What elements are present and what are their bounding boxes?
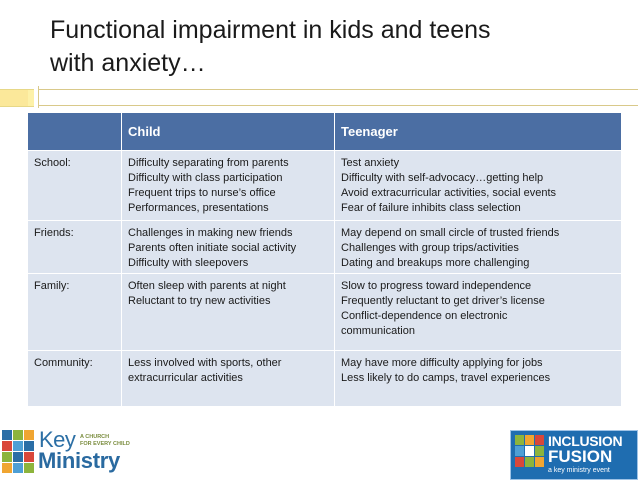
child-cell: Difficulty separating from parents Diffi… [121, 150, 335, 221]
row-label: Community: [27, 350, 122, 407]
cell-line: Difficulty with class participation [128, 172, 283, 184]
cell-line: Less involved with sports, other extracu… [128, 357, 282, 384]
inclusion-fusion-logo: INCLUSION FUSION a key ministry event [510, 430, 638, 480]
logo-word-ministry: Ministry [38, 448, 120, 473]
cell-line: Frequent trips to nurse’s office [128, 187, 276, 199]
row-label: School: [27, 150, 122, 221]
cell-line: Challenges in making new friends [128, 227, 293, 239]
accent-rule-top [38, 89, 638, 90]
cell-line: Frequently reluctant to get driver’s lic… [341, 295, 545, 307]
cell-line: Difficulty with sleepovers [128, 257, 249, 269]
cell-line: Conflict-dependence on electronic commun… [341, 310, 508, 337]
row-label: Family: [27, 273, 122, 351]
child-cell: Often sleep with parents at night Reluct… [121, 273, 335, 351]
key-ministry-logo: Key A CHURCH FOR EVERY CHILD Ministry [2, 427, 132, 478]
slide-title: Functional impairment in kids and teens … [50, 14, 610, 80]
cell-line: Difficulty with self-advocacy…getting he… [341, 172, 544, 184]
impairment-table: Child Teenager School: Difficulty separa… [27, 112, 622, 407]
child-cell: Less involved with sports, other extracu… [121, 350, 335, 407]
accent-bar-fill [0, 90, 28, 106]
teen-cell: Test anxiety Difficulty with self-advoca… [334, 150, 622, 221]
cell-line: Fear of failure inhibits class selection [341, 202, 521, 214]
cell-line: Reluctant to try new activities [128, 295, 271, 307]
key-ministry-mosaic-icon [2, 430, 36, 474]
title-line-1: Functional impairment in kids and teens [50, 16, 491, 44]
logo-tagline: A CHURCH FOR EVERY CHILD [80, 434, 130, 448]
cell-line: Slow to progress toward independence [341, 280, 532, 292]
cell-line: Performances, presentations [128, 202, 269, 214]
cell-line: Test anxiety [341, 157, 400, 169]
table-row-family: Family: Often sleep with parents at nigh… [27, 273, 622, 351]
cell-line: Often sleep with parents at night [128, 280, 286, 292]
header-empty [27, 112, 122, 151]
header-child: Child [121, 112, 335, 151]
child-cell: Challenges in making new friends Parents… [121, 220, 335, 274]
row-label: Friends: [27, 220, 122, 274]
teen-cell: May depend on small circle of trusted fr… [334, 220, 622, 274]
teen-cell: May have more difficulty applying for jo… [334, 350, 622, 407]
logo-tagline-line1: A CHURCH [80, 434, 110, 440]
accent-rule-bottom [38, 105, 638, 106]
logo-word-fusion: FUSION [548, 447, 613, 466]
accent-rule-vertical [38, 86, 39, 108]
cell-line: May depend on small circle of trusted fr… [341, 227, 560, 239]
logo-fusion-tagline: a key ministry event [548, 467, 610, 474]
cell-line: Less likely to do camps, travel experien… [341, 372, 551, 384]
cell-line: Dating and breakups more challenging [341, 257, 530, 269]
cell-line: Avoid extracurricular activities, social… [341, 187, 556, 199]
table-row-school: School: Difficulty separating from paren… [27, 150, 622, 221]
title-line-2: with anxiety… [50, 49, 206, 77]
table-header-row: Child Teenager [27, 112, 622, 151]
table-row-community: Community: Less involved with sports, ot… [27, 350, 622, 407]
logo-word-inclusion: INCLUSION [548, 433, 623, 449]
logo-word-key: Key [39, 427, 76, 452]
cell-line: Challenges with group trips/activities [341, 242, 519, 254]
accent-bar [0, 89, 34, 107]
teen-cell: Slow to progress toward independence Fre… [334, 273, 622, 351]
header-teenager: Teenager [334, 112, 622, 151]
inclusion-fusion-mosaic-icon [515, 435, 545, 469]
logo-tagline-line2: FOR EVERY CHILD [80, 441, 130, 447]
cell-line: Parents often initiate social activity [128, 242, 297, 254]
cell-line: May have more difficulty applying for jo… [341, 357, 543, 369]
cell-line: Difficulty separating from parents [128, 157, 289, 169]
table-row-friends: Friends: Challenges in making new friend… [27, 220, 622, 274]
